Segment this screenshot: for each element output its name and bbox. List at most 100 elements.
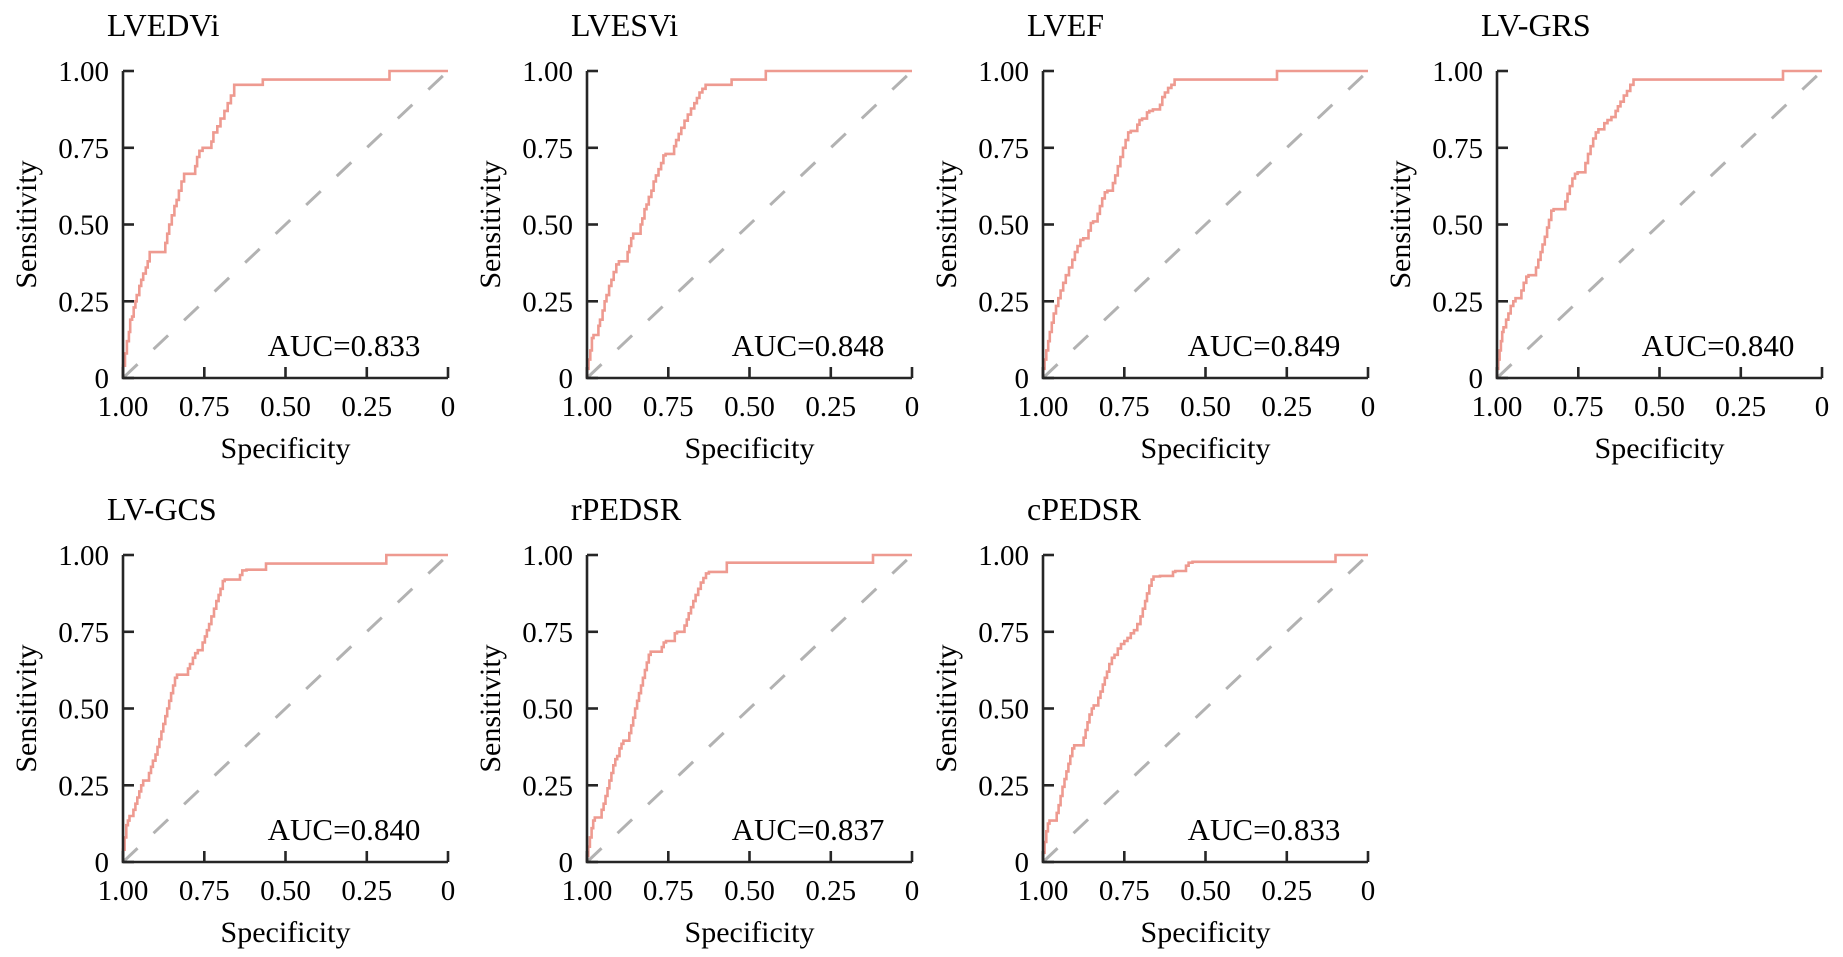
x-tick-label: 0.50 (1180, 875, 1231, 907)
chance-diagonal-line (121, 69, 450, 380)
roc-curve (1495, 69, 1822, 378)
roc-curve (121, 553, 448, 862)
y-tick-label: 0.25 (978, 770, 1029, 802)
x-tick-label: 0.25 (341, 875, 392, 907)
y-tick-label: 0.75 (1432, 133, 1483, 165)
x-axis-label: Specificity (1595, 432, 1725, 465)
chart-title: cPEDSR (1027, 491, 1141, 527)
x-axis-label: Specificity (1141, 432, 1271, 465)
auc-annotation: AUC=0.833 (268, 328, 421, 363)
x-axis-label: Specificity (1141, 916, 1271, 949)
y-axis-label: Sensitivity (930, 644, 963, 772)
roc-subplot-cPEDSR: cPEDSR 0 0.25 0.50 0.75 1.00 1.00 0.75 0.50 0.25 0… (920, 484, 1386, 957)
chance-diagonal-line (1495, 69, 1824, 380)
y-axis-label: Sensitivity (10, 160, 43, 288)
x-tick-label: 0 (1815, 391, 1830, 423)
roc-curve (121, 69, 448, 378)
roc-subplot-LV-GCS: LV-GCS 0 0.25 0.50 0.75 1.00 1.00 0.75 0.50 0.25 0… (0, 484, 466, 957)
y-tick-label: 0 (1469, 363, 1484, 395)
x-tick-label: 0.75 (643, 391, 694, 423)
roc-curve (1041, 553, 1368, 862)
x-axis-label: Specificity (221, 916, 351, 949)
auc-annotation: AUC=0.837 (732, 812, 885, 847)
roc-chart-canvas: LVEDVi 0 0.25 0.50 0.75 1.00 1.00 0.75 0.50 0.25 0… (10, 7, 456, 465)
x-tick-label: 0.25 (805, 875, 856, 907)
x-tick-label: 0 (905, 875, 920, 907)
y-axis-label: Sensitivity (1384, 160, 1417, 288)
y-tick-label: 0.50 (978, 210, 1029, 242)
x-tick-label: 0.50 (260, 875, 311, 907)
auc-annotation: AUC=0.833 (1188, 812, 1341, 847)
y-tick-label: 0.25 (522, 286, 573, 318)
x-tick-label: 0.75 (643, 875, 694, 907)
chance-diagonal-line (1041, 553, 1370, 864)
x-tick-label: 0 (441, 391, 456, 423)
y-tick-label: 0.50 (522, 210, 573, 242)
y-tick-label: 0.75 (978, 617, 1029, 649)
x-tick-label: 1.00 (1018, 875, 1069, 907)
chance-diagonal-line (585, 69, 914, 380)
roc-chart-canvas: LVESVi 0 0.25 0.50 0.75 1.00 1.00 0.75 0.50 0.25 0… (474, 7, 920, 465)
x-tick-label: 0.25 (1261, 875, 1312, 907)
y-axis-label: Sensitivity (10, 644, 43, 772)
roc-subplot-rPEDSR: rPEDSR 0 0.25 0.50 0.75 1.00 1.00 0.75 0.50 0.25 0… (464, 484, 930, 957)
x-tick-label: 0.75 (1099, 391, 1150, 423)
roc-chart-canvas: rPEDSR 0 0.25 0.50 0.75 1.00 1.00 0.75 0.50 0.25 0… (474, 491, 920, 949)
roc-chart-canvas: cPEDSR 0 0.25 0.50 0.75 1.00 1.00 0.75 0.50 0.25 0… (930, 491, 1375, 949)
x-tick-label: 0.75 (1099, 875, 1150, 907)
chart-title: LV-GCS (107, 491, 217, 527)
y-tick-label: 0.50 (58, 694, 109, 726)
auc-annotation: AUC=0.840 (268, 812, 421, 847)
y-tick-label: 0.25 (522, 770, 573, 802)
chart-title: LVEF (1027, 7, 1104, 43)
chart-title: LVESVi (571, 7, 678, 43)
y-tick-label: 0.50 (522, 694, 573, 726)
x-tick-label: 0.50 (724, 875, 775, 907)
y-tick-label: 1.00 (58, 540, 109, 572)
x-tick-label: 0.50 (1634, 391, 1685, 423)
chance-diagonal-line (1041, 69, 1370, 380)
x-tick-label: 0.50 (1180, 391, 1231, 423)
x-tick-label: 0 (905, 391, 920, 423)
y-tick-label: 1.00 (1432, 56, 1483, 88)
x-tick-label: 1.00 (98, 875, 149, 907)
roc-curve (585, 69, 912, 378)
y-tick-label: 0 (559, 363, 574, 395)
x-tick-label: 1.00 (98, 391, 149, 423)
roc-subplot-LVEDVi: LVEDVi 0 0.25 0.50 0.75 1.00 1.00 0.75 0.50 0.25 0… (0, 0, 466, 480)
y-tick-label: 1.00 (978, 540, 1029, 572)
y-tick-label: 0.75 (58, 133, 109, 165)
x-tick-label: 0.50 (724, 391, 775, 423)
roc-subplot-LVEF: LVEF 0 0.25 0.50 0.75 1.00 1.00 0.75 0.50 0.25 0 Se… (920, 0, 1386, 480)
x-tick-label: 1.00 (1018, 391, 1069, 423)
x-tick-label: 0.50 (260, 391, 311, 423)
y-tick-label: 0.25 (58, 286, 109, 318)
x-tick-label: 1.00 (562, 875, 613, 907)
x-tick-label: 0.25 (1261, 391, 1312, 423)
y-axis-label: Sensitivity (930, 160, 963, 288)
roc-curve (585, 553, 912, 862)
roc-chart-canvas: LVEF 0 0.25 0.50 0.75 1.00 1.00 0.75 0.50 0.25 0 Se… (930, 7, 1375, 465)
roc-curve (1041, 69, 1368, 378)
x-tick-label: 0.25 (341, 391, 392, 423)
y-tick-label: 0.25 (978, 286, 1029, 318)
y-tick-label: 1.00 (522, 56, 573, 88)
y-tick-label: 0.75 (522, 133, 573, 165)
y-tick-label: 0 (95, 847, 110, 879)
y-tick-label: 0 (559, 847, 574, 879)
y-tick-label: 0.50 (978, 694, 1029, 726)
y-tick-label: 0.75 (58, 617, 109, 649)
auc-annotation: AUC=0.840 (1642, 328, 1795, 363)
y-tick-label: 0.75 (978, 133, 1029, 165)
auc-annotation: AUC=0.848 (732, 328, 885, 363)
x-tick-label: 1.00 (1472, 391, 1523, 423)
x-axis-label: Specificity (221, 432, 351, 465)
roc-subplot-LV-GRS: LV-GRS 0 0.25 0.50 0.75 1.00 1.00 0.75 0.50 0.25 0… (1374, 0, 1840, 480)
y-axis-label: Sensitivity (474, 644, 507, 772)
x-tick-label: 1.00 (562, 391, 613, 423)
chance-diagonal-line (121, 553, 450, 864)
y-tick-label: 0.25 (58, 770, 109, 802)
x-axis-label: Specificity (685, 916, 815, 949)
y-tick-label: 1.00 (978, 56, 1029, 88)
